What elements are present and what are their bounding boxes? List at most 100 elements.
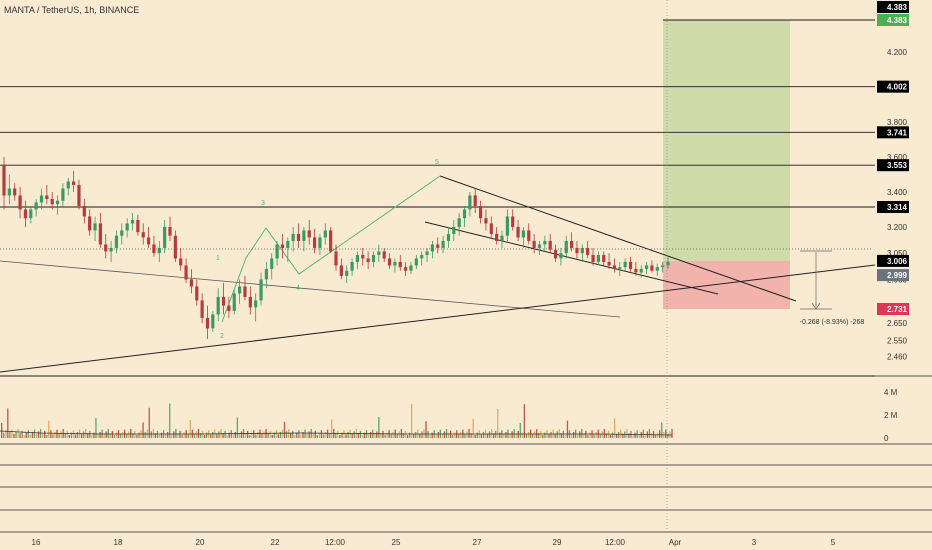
candle-body [500, 235, 504, 241]
volume-bar [425, 421, 427, 438]
volume-bar [87, 433, 89, 438]
volume-bar [99, 432, 101, 438]
measure-tool[interactable]: -0.268 (-8.93%) -268 [800, 250, 865, 326]
candle-body [559, 253, 563, 259]
candle-body [473, 195, 477, 206]
volume-bar [335, 433, 337, 438]
trend-lines[interactable] [0, 175, 876, 373]
volume-bar [318, 432, 321, 438]
volume-bar [304, 429, 306, 438]
candle-body [511, 216, 515, 227]
volume-bar [240, 431, 243, 438]
level-label-4-box [877, 201, 909, 214]
volume-bar [283, 421, 286, 438]
volume-bar [556, 431, 558, 438]
price-tick-label: 3.600 [887, 153, 908, 162]
price-tick-label: 3.800 [887, 118, 908, 127]
volume-bar [447, 433, 450, 438]
candle-body [50, 198, 54, 205]
volume-bar [386, 432, 388, 438]
candle-body [98, 223, 102, 245]
volume-bar [488, 431, 491, 438]
wedge-upper-line[interactable] [439, 175, 797, 302]
candle-body [18, 195, 22, 210]
time-tick-label: 16 [32, 538, 41, 547]
volume-bar [134, 430, 136, 438]
target-zone[interactable] [663, 20, 790, 261]
volume-bar [542, 435, 544, 438]
volume-bar [128, 431, 130, 438]
candle-body [205, 317, 210, 329]
descending-support-line[interactable] [0, 260, 621, 318]
volume-bar [398, 431, 400, 438]
volume-bar [339, 435, 341, 438]
level-label-3: 3.553 [887, 161, 908, 170]
candle-body [179, 258, 183, 266]
volume-bar [232, 434, 234, 438]
candle-body [382, 251, 386, 259]
candle-body [141, 232, 145, 238]
candle-body [639, 268, 643, 273]
ascending-support-line[interactable] [0, 264, 876, 373]
candle-body [130, 219, 135, 224]
volume-bar [89, 430, 91, 438]
wave-label-4: 4 [296, 285, 300, 292]
volume-bar [587, 435, 589, 438]
volume-bar [554, 433, 556, 438]
level-label-1: 4.002 [887, 83, 908, 92]
volume-bar [138, 432, 140, 438]
candle-body [55, 200, 60, 205]
level-label-1-box [877, 80, 909, 93]
candle-body [29, 209, 33, 219]
volume-bar [490, 429, 493, 438]
volume-bar [595, 432, 597, 438]
volume-bar [21, 430, 23, 438]
volume-bar [244, 433, 247, 438]
volume-bar [5, 430, 7, 438]
volume-bar [189, 420, 191, 438]
volume-bar [421, 431, 423, 438]
time-axis[interactable]: 16 18 20 22 12:00 25 27 29 12:00 Apr 3 5 [32, 0, 836, 547]
volume-bar [107, 429, 109, 438]
volume-bar [411, 404, 413, 438]
volume-bar [27, 430, 29, 438]
candle-body [398, 261, 402, 268]
volume-bar [203, 435, 206, 438]
volume-bar [249, 435, 251, 438]
volume-bar [429, 435, 431, 438]
volume-bar [111, 430, 113, 438]
price-tick-label: 4.200 [887, 48, 908, 57]
candle-body [414, 258, 418, 266]
level-label-3-box [877, 159, 909, 172]
volume-bar [384, 435, 386, 438]
candle-body [7, 188, 11, 196]
volume-bar [228, 432, 230, 438]
volume-bar [70, 432, 72, 438]
time-tick-label: 20 [196, 538, 205, 547]
volume-bar [374, 433, 376, 438]
time-tick-label: 25 [392, 538, 401, 547]
volume-bar [572, 432, 575, 438]
volume-bar [474, 435, 476, 438]
volume-bar [380, 433, 382, 438]
volume-bar [550, 432, 552, 438]
stop-zone[interactable] [663, 260, 790, 309]
candle-body [82, 205, 86, 217]
candle-body [248, 296, 252, 308]
volume-bar [212, 432, 214, 438]
volume-bar [222, 433, 224, 438]
volume-bar [15, 431, 17, 438]
level-label-top-box [877, 1, 909, 13]
volume-bar [148, 407, 150, 438]
candle-body [318, 237, 322, 248]
volume-bar [544, 432, 546, 438]
volume-bar [187, 434, 189, 438]
volume-bar [247, 430, 249, 438]
wedge-lower-line[interactable] [424, 221, 719, 295]
price-tick-label: 3.050 [887, 249, 908, 258]
volume-bar [294, 435, 296, 438]
volume-bar [195, 431, 198, 438]
volume-bar [361, 435, 364, 438]
volume-bar [382, 430, 384, 438]
